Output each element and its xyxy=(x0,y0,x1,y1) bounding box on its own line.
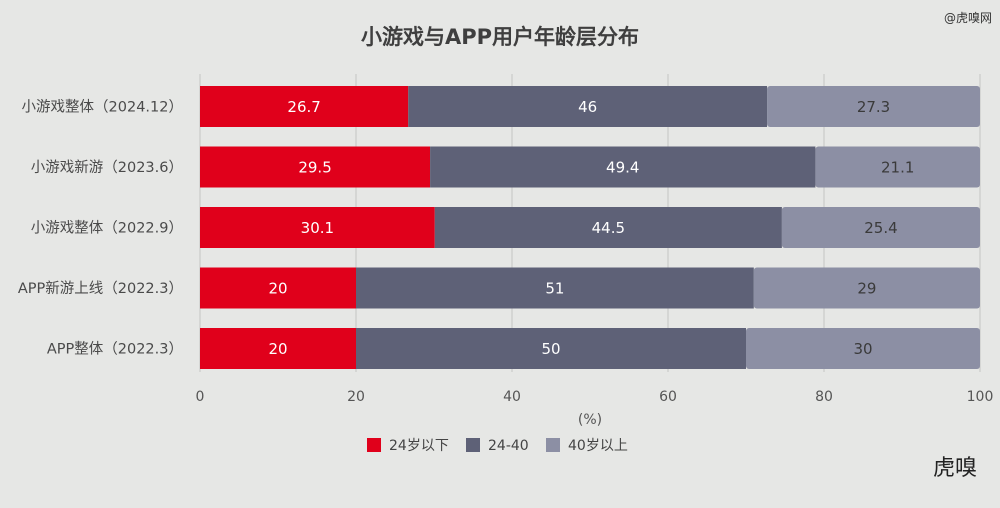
data-label: 29 xyxy=(857,280,876,298)
category-label: APP整体（2022.3） xyxy=(47,341,183,358)
bar-segment xyxy=(815,146,980,188)
data-label: 51 xyxy=(545,280,564,298)
x-tick-label: 40 xyxy=(503,389,521,405)
bar-segment xyxy=(200,146,431,188)
bar-segment xyxy=(200,207,435,248)
bar-segment xyxy=(408,86,768,127)
data-label: 30.1 xyxy=(301,219,334,237)
x-axis-label: (%) xyxy=(578,412,602,428)
data-label: 44.5 xyxy=(592,219,625,237)
data-label: 21.1 xyxy=(881,159,914,177)
legend-label: 24-40 xyxy=(488,438,529,454)
bar-segment xyxy=(753,267,980,309)
bar-segment xyxy=(781,207,980,248)
category-label: APP新游上线（2022.3） xyxy=(18,280,183,297)
category-labels: 小游戏整体（2024.12） 小游戏新游（2023.6） 小游戏整体（2022.9）… xyxy=(18,99,183,358)
legend: 24岁以下 24-40 40岁以上 xyxy=(367,438,628,454)
watermark-text: @虎嗅网 xyxy=(944,11,992,25)
bar-segment xyxy=(746,328,980,369)
category-label: 小游戏整体（2024.12） xyxy=(22,99,183,116)
data-label: 29.5 xyxy=(298,159,331,177)
data-label: 20 xyxy=(268,340,287,358)
bar-segment xyxy=(767,86,980,127)
bar-segment xyxy=(200,328,356,369)
x-tick-label: 20 xyxy=(347,389,365,405)
bar-segment xyxy=(200,86,409,127)
x-tick-label: 60 xyxy=(659,389,677,405)
legend-label: 40岁以上 xyxy=(568,438,628,454)
bar-segment xyxy=(434,207,782,248)
bar-segment xyxy=(200,267,356,309)
data-label: 20 xyxy=(268,280,287,298)
legend-swatch xyxy=(546,438,560,452)
category-label: 小游戏整体（2022.9） xyxy=(31,220,183,237)
data-label: 27.3 xyxy=(857,98,890,116)
data-label: 49.4 xyxy=(606,159,639,177)
bar-segment xyxy=(356,267,754,309)
chart-title: 小游戏与APP用户年龄层分布 xyxy=(361,25,639,49)
data-label: 26.7 xyxy=(287,98,320,116)
legend-swatch xyxy=(466,438,480,452)
bar-segment xyxy=(430,146,816,188)
x-tick-label: 0 xyxy=(196,389,205,405)
x-tick-label: 100 xyxy=(967,389,994,405)
category-label: 小游戏新游（2023.6） xyxy=(31,159,183,176)
bar-segment xyxy=(356,328,746,369)
bars-group: 26.7 46 27.3 29.5 49.4 21.1 30.1 44.5 25.4 20 51 29… xyxy=(200,86,980,369)
x-tick-labels: 0 20 40 60 80 100 xyxy=(196,389,994,405)
data-label: 50 xyxy=(541,340,560,358)
legend-swatch xyxy=(367,438,381,452)
data-label: 25.4 xyxy=(864,219,897,237)
data-label: 30 xyxy=(853,340,872,358)
legend-label: 24岁以下 xyxy=(389,438,449,454)
brand-logo: 虎嗅 xyxy=(933,456,977,481)
data-label: 46 xyxy=(578,98,597,116)
x-tick-label: 80 xyxy=(815,389,833,405)
